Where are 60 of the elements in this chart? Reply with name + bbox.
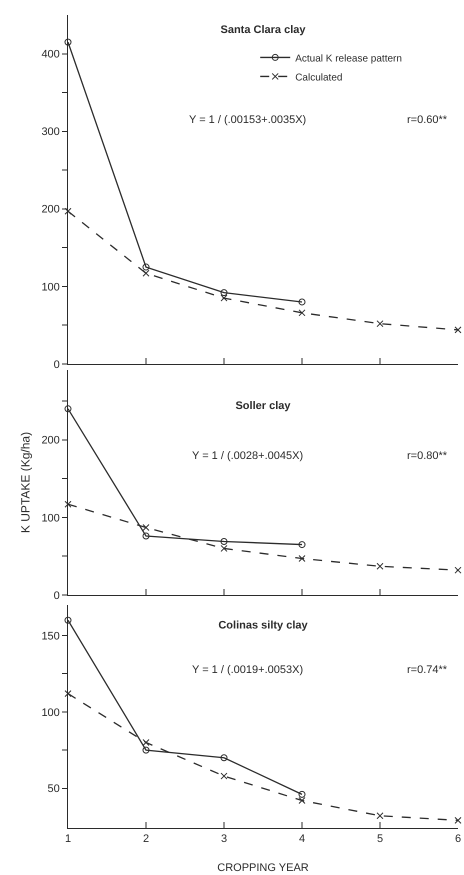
point (220, 289, 228, 296)
y-tick-label: 50 (48, 783, 60, 796)
point (298, 555, 306, 562)
point (142, 270, 150, 277)
point (142, 738, 150, 746)
point (298, 790, 306, 798)
annotation: r=0.60** (407, 114, 448, 126)
point (64, 500, 72, 508)
point (454, 816, 462, 824)
y-tick-label: 100 (41, 512, 60, 524)
text: Colinas silty clay (218, 619, 309, 632)
point (454, 326, 462, 334)
y-tick-label: 300 (41, 126, 60, 138)
annotation: r=0.74** (407, 664, 448, 676)
point (64, 405, 72, 412)
y-tick-label: 200 (41, 204, 60, 216)
point (220, 294, 228, 302)
point (142, 746, 150, 754)
y-axis-title: K UPTAKE (Kg/ha) (18, 432, 33, 534)
annotation: Y = 1 / (.0028+.0045X) (192, 450, 304, 462)
annotation: Y = 1 / (.00153+.0035X) (189, 114, 306, 126)
text: Santa Clara clay (220, 24, 306, 36)
y-tick-label: 100 (41, 281, 60, 294)
point (298, 298, 306, 306)
legend-label: Calculated (295, 72, 342, 84)
point (376, 320, 384, 328)
y-tick-label: 0 (54, 590, 60, 602)
point (298, 309, 306, 316)
point (298, 797, 306, 804)
point (64, 690, 72, 698)
y-tick-label: 400 (41, 48, 60, 61)
y-tick-label: 0 (54, 358, 60, 371)
legend-label: Actual K release pattern (295, 53, 402, 64)
text: Soller clay (235, 400, 292, 412)
point (220, 772, 228, 780)
point (142, 532, 150, 540)
point (142, 264, 150, 271)
point (376, 562, 384, 570)
x-axis-title: CROPPING YEAR (217, 862, 309, 874)
point (454, 566, 462, 574)
point (220, 538, 228, 545)
point (220, 754, 228, 762)
annotation: r=0.80** (407, 450, 448, 462)
x-tick-label: 3 (220, 833, 228, 846)
annotation: Y = 1 / (.0019+.0053X) (192, 664, 304, 676)
point (64, 208, 72, 215)
x-tick-label: 6 (454, 833, 462, 846)
point (376, 812, 384, 820)
point (298, 541, 306, 548)
point (64, 38, 72, 46)
y-tick-label: 200 (41, 434, 60, 447)
x-tick-label: 5 (376, 833, 384, 846)
point (220, 544, 228, 552)
point (142, 524, 150, 531)
x-tick-label: 1 (64, 833, 72, 846)
y-tick-label: 100 (41, 706, 60, 719)
x-tick-label: 2 (142, 833, 150, 846)
point (64, 616, 72, 624)
y-tick-label: 150 (41, 630, 60, 642)
x-tick-label: 4 (298, 833, 306, 846)
